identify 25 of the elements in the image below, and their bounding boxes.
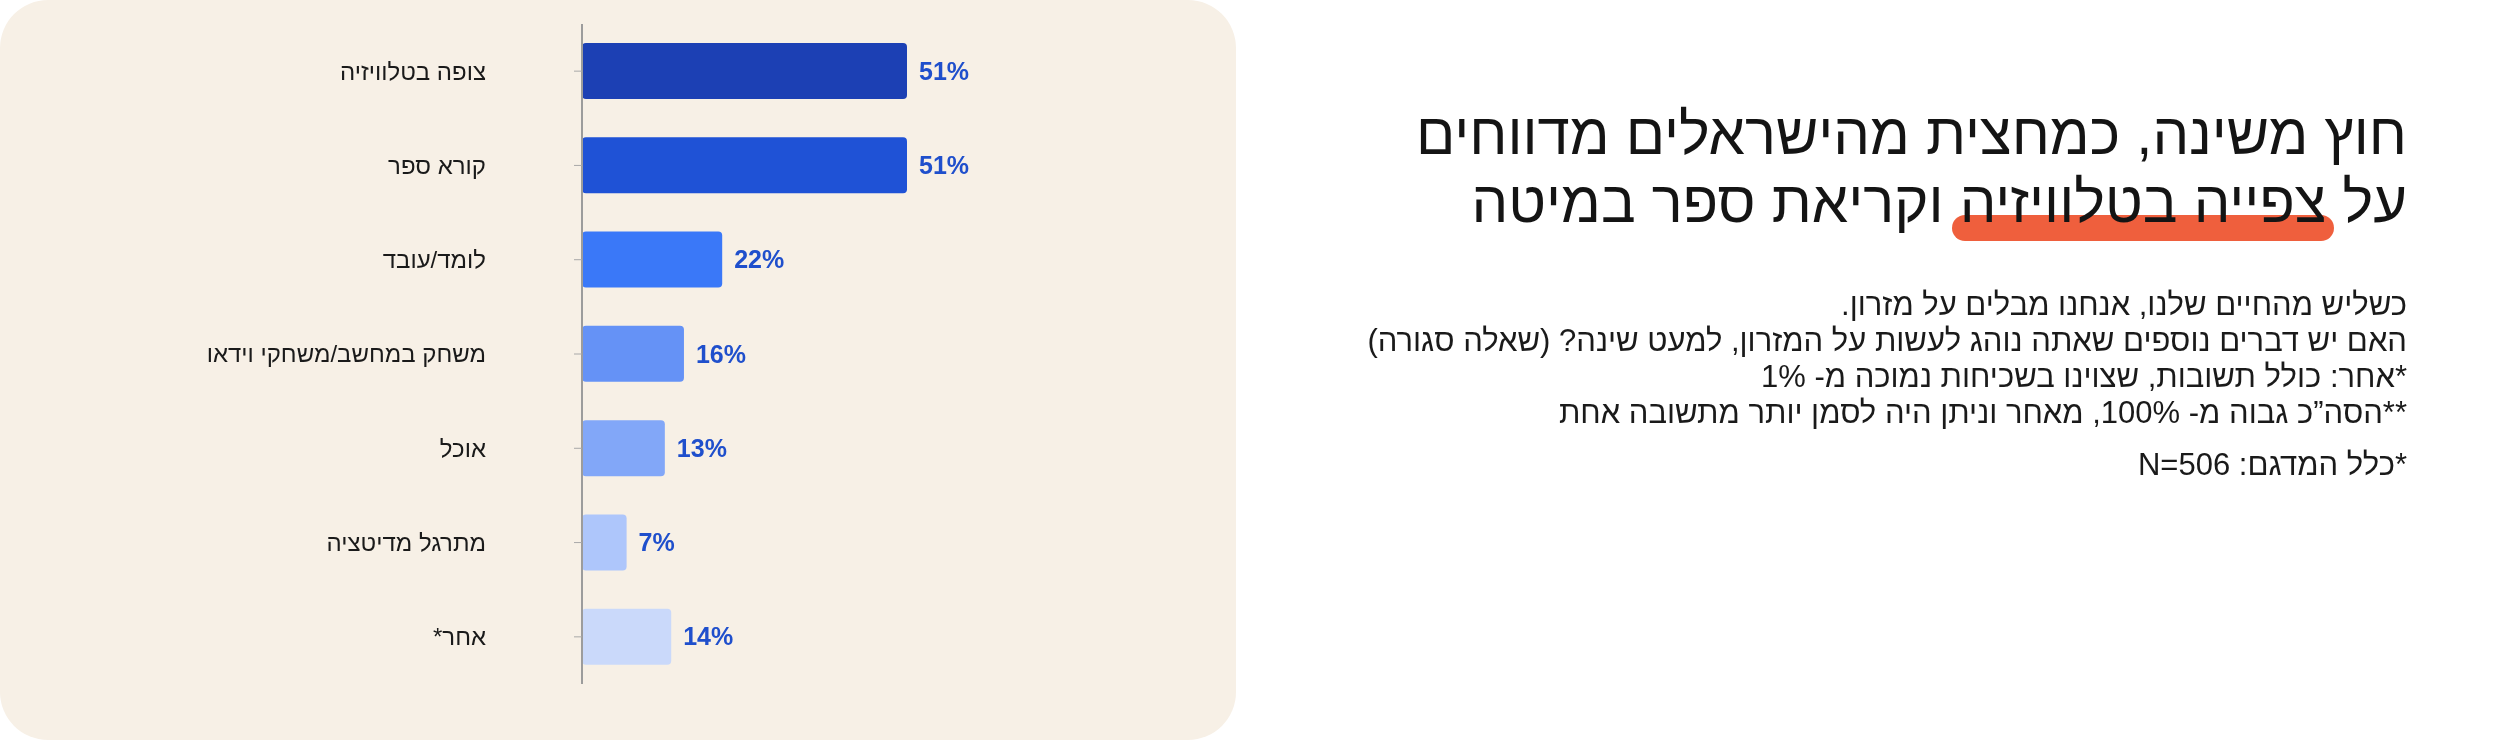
data-label: 16% [695,339,747,368]
data-label: 14% [683,622,734,651]
y-tick-label: אוכל [439,434,486,462]
y-tick-label: לומד/עובד [382,246,486,274]
y-tick-label: אחר* [432,623,486,651]
bar [582,325,684,382]
data-label: 51% [919,56,970,85]
y-tick-label: צופה בטלוויזיה [340,57,486,85]
bar [582,137,907,194]
bar [582,420,665,477]
data-label: 13% [676,433,727,462]
data-label: 51% [919,151,970,180]
data-label: 22% [734,245,785,274]
bar [582,514,627,571]
text: *אחר: כולל תשובות, שצוינו בשכיחות נמוכה מ- 1% [1760,359,2407,395]
bar [582,43,907,99]
bar [582,608,672,665]
data-label: 7% [638,528,675,557]
y-tick-label: קורא ספר [388,151,486,179]
y-tick-label: משחק במחשב/משחקי וידאו [206,340,486,368]
text: **הסה”כ גבוה מ- 100%, מאחר וניתן היה לסמן יותר מתשובה אחת [1557,395,2407,431]
y-tick-label: מתרגל מדיטציה [326,528,486,556]
text: כשליש מהחיים שלנו, אנחנו מבלים על מזרון. האם יש דברים נוספים שאתה נוהג לעשות על המזרון, למעט שינה? (שאלה סגורה) [1367,287,2407,359]
bar [582,231,723,288]
text: *כלל המדגם: N=506 [2136,447,2407,483]
